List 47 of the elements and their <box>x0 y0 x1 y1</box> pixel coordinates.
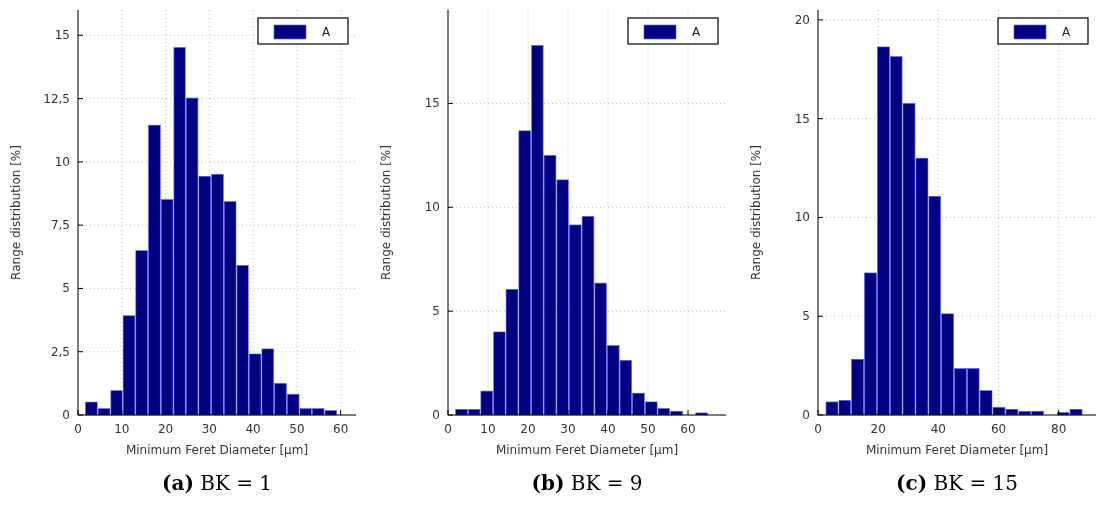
y-tick-label: 5 <box>802 309 810 324</box>
x-tick-label: 20 <box>157 422 174 436</box>
y-tick-label: 0 <box>802 408 810 422</box>
y-axis-title: Range distribution [%] <box>749 145 763 280</box>
y-tick-label: 15 <box>794 111 810 126</box>
x-tick-label: 40 <box>930 422 946 436</box>
legend-label: A <box>322 25 331 39</box>
x-tick-label: 10 <box>114 422 130 436</box>
x-axis-title: Minimum Feret Diameter [µm] <box>495 443 679 457</box>
legend-label: A <box>1062 25 1071 39</box>
y-tick-label: 7,5 <box>50 218 70 233</box>
x-tick-label: 60 <box>990 422 1007 436</box>
x-tick-label: 0 <box>444 422 452 436</box>
text: (b) BK = 9 <box>531 471 643 495</box>
x-tick-label: 60 <box>680 422 696 436</box>
x-tick-label: 80 <box>1051 422 1067 436</box>
x-tick-label: 20 <box>520 422 536 436</box>
legend-label: A <box>692 25 701 39</box>
x-tick-label: 50 <box>289 422 305 436</box>
x-tick-label: 50 <box>640 422 656 436</box>
text: (c) BK = 15 <box>895 471 1019 495</box>
y-tick-label: 15 <box>424 96 440 111</box>
y-tick-label: 12,5 <box>43 91 70 106</box>
text: (a) BK = 1 <box>161 471 273 495</box>
x-tick-label: 30 <box>201 422 217 436</box>
y-tick-label: 2,5 <box>50 344 70 359</box>
y-tick-label: 5 <box>62 281 70 296</box>
y-axis-title: Range distribution [%] <box>9 145 23 280</box>
x-tick-label: 10 <box>480 422 496 436</box>
y-tick-label: 0 <box>432 408 440 422</box>
y-tick-label: 0 <box>62 408 70 422</box>
y-tick-label: 15 <box>54 28 70 43</box>
x-tick-label: 0 <box>74 422 82 436</box>
x-tick-label: 0 <box>814 422 822 436</box>
x-tick-label: 40 <box>245 422 261 436</box>
x-tick-label: 40 <box>600 422 616 436</box>
x-axis-title: Minimum Feret Diameter [µm] <box>125 443 309 457</box>
x-tick-label: 60 <box>333 422 349 436</box>
y-tick-label: 10 <box>54 154 70 169</box>
x-tick-label: 30 <box>560 422 576 436</box>
x-tick-label: 20 <box>870 422 886 436</box>
x-axis-title: Minimum Feret Diameter [µm] <box>865 443 1049 457</box>
y-tick-label: 20 <box>794 12 810 27</box>
y-tick-label: 10 <box>794 210 810 225</box>
y-axis-title: Range distribution [%] <box>379 145 393 280</box>
y-tick-label: 5 <box>432 304 440 319</box>
y-tick-label: 10 <box>424 200 440 215</box>
